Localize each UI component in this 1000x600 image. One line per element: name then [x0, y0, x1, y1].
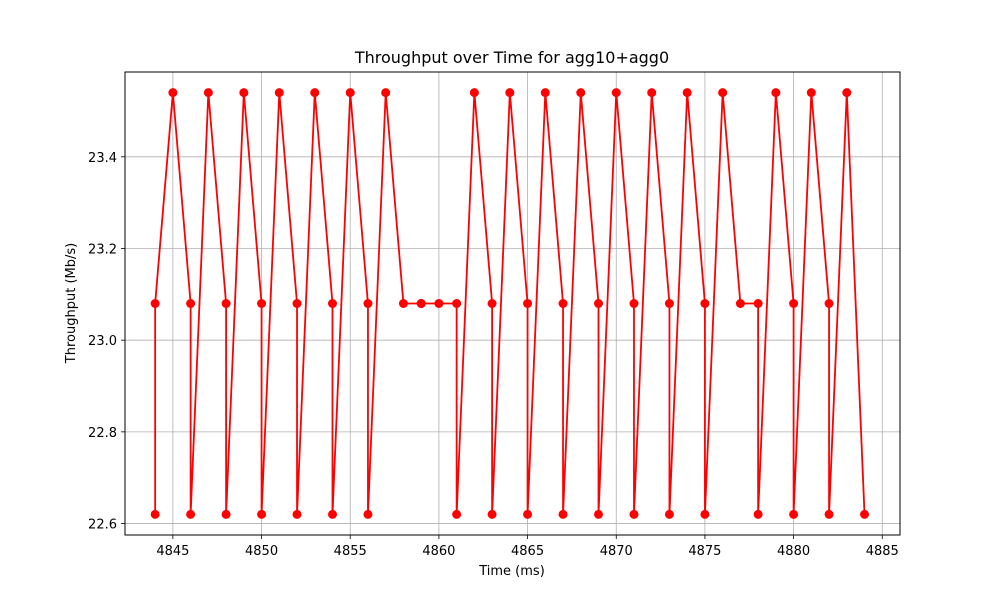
data-point	[168, 88, 178, 98]
data-point	[257, 299, 267, 308]
data-point	[487, 299, 497, 308]
data-point	[452, 299, 462, 308]
data-point	[257, 509, 267, 519]
data-point	[540, 88, 550, 98]
data-point	[505, 88, 515, 98]
data-point	[292, 509, 302, 519]
y-tick-label: 23.2	[88, 242, 117, 257]
data-point	[789, 299, 799, 308]
data-point	[558, 299, 568, 308]
data-point	[150, 299, 160, 308]
y-axis-label: Throughput (Mb/s)	[64, 243, 79, 364]
data-point	[664, 299, 674, 308]
data-point	[753, 509, 763, 519]
x-axis-label: Time (ms)	[478, 564, 545, 579]
data-point	[629, 509, 639, 519]
data-point	[150, 509, 160, 519]
data-point	[523, 509, 533, 519]
data-point	[682, 88, 692, 98]
data-point	[487, 509, 497, 519]
data-point	[771, 88, 781, 98]
data-point	[860, 509, 870, 519]
data-point	[203, 88, 213, 98]
data-point	[327, 509, 337, 519]
x-tick-label: 4885	[866, 544, 899, 559]
data-point	[700, 509, 710, 519]
x-tick-label: 4865	[511, 544, 544, 559]
data-point	[327, 299, 337, 308]
data-point	[718, 88, 728, 98]
x-tick-label: 4850	[245, 544, 278, 559]
data-point	[700, 299, 710, 308]
data-point	[381, 88, 391, 98]
data-point	[469, 88, 479, 98]
y-tick-label: 22.6	[88, 518, 117, 533]
data-point	[345, 88, 355, 98]
y-tick-label: 22.8	[88, 426, 117, 441]
y-tick-label: 23.0	[88, 334, 117, 349]
x-tick-label: 4855	[334, 544, 367, 559]
data-point	[186, 299, 196, 308]
data-point	[664, 509, 674, 519]
x-tick-label: 4880	[777, 544, 810, 559]
data-point	[398, 299, 408, 308]
data-point	[434, 299, 444, 308]
data-point	[789, 509, 799, 519]
data-point	[221, 509, 231, 519]
data-point	[452, 509, 462, 519]
data-point	[735, 299, 745, 308]
data-point	[611, 88, 621, 98]
data-point	[576, 88, 586, 98]
data-point	[239, 88, 249, 98]
data-point	[594, 299, 604, 308]
data-point	[221, 299, 231, 308]
data-point	[824, 299, 834, 308]
data-point	[363, 299, 373, 308]
data-point	[647, 88, 657, 98]
data-point	[558, 509, 568, 519]
ticks: 4845 4850 4855 4860 4865 4870 4875 4880 4885 22.6…	[88, 151, 899, 559]
x-tick-label: 4860	[422, 544, 455, 559]
data-point	[629, 299, 639, 308]
data-point	[824, 509, 834, 519]
grid-lines	[125, 72, 900, 535]
series-layer	[150, 88, 870, 519]
data-point	[594, 509, 604, 519]
y-tick-label: 23.4	[88, 151, 117, 166]
data-point	[523, 299, 533, 308]
chart-title: Throughput over Time for agg10+agg0	[354, 48, 669, 67]
data-point	[416, 299, 426, 308]
data-point	[186, 509, 196, 519]
data-point	[753, 299, 763, 308]
plot-frame	[124, 71, 901, 536]
data-point	[806, 88, 816, 98]
data-point	[842, 88, 852, 98]
data-point	[274, 88, 284, 98]
data-point	[292, 299, 302, 308]
x-tick-label: 4875	[688, 544, 721, 559]
data-point	[310, 88, 320, 98]
x-tick-label: 4870	[600, 544, 633, 559]
x-tick-label: 4845	[156, 544, 189, 559]
data-point	[363, 509, 373, 519]
